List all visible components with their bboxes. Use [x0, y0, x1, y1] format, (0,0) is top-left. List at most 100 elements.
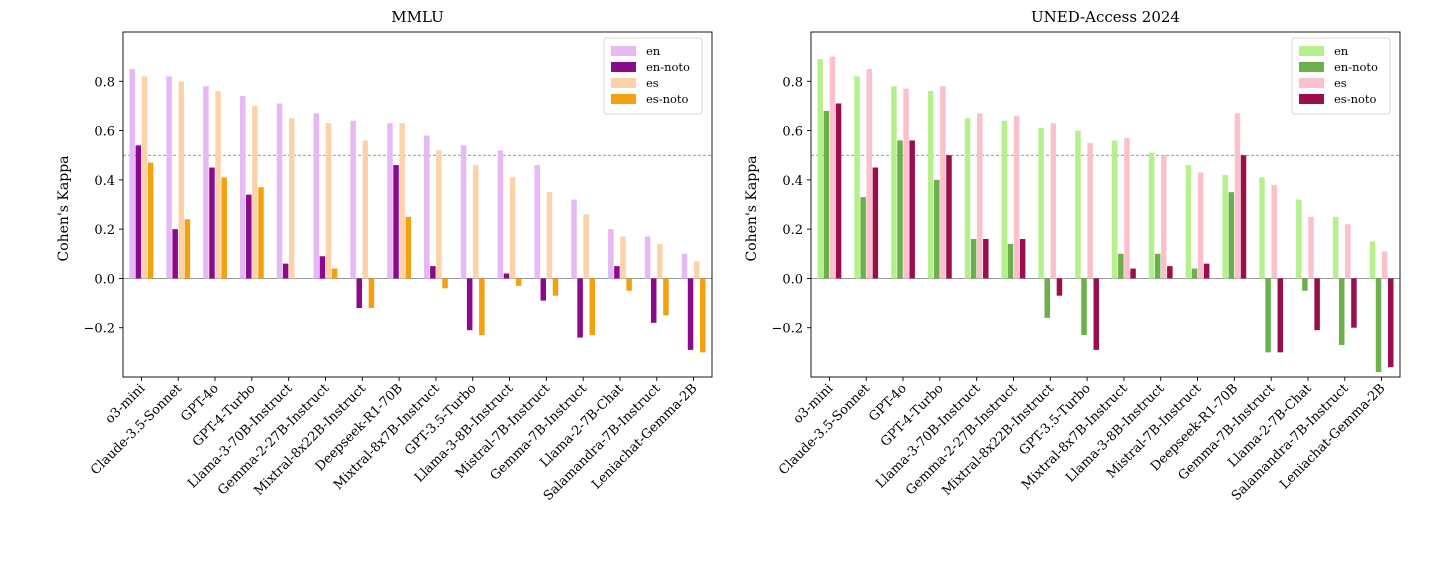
bar-en-noto-1 [172, 229, 178, 279]
bar-es-noto-11 [552, 278, 559, 296]
bar-es-noto-13 [1314, 278, 1320, 331]
bar-en-noto-9 [466, 278, 473, 331]
bar-en-5 [313, 113, 320, 279]
bar-es-11 [546, 192, 553, 279]
bar-en-4 [964, 118, 971, 279]
bar-es-8 [436, 150, 442, 279]
y-axis-label: Cohen's Kappa [744, 155, 760, 261]
bar-en-1 [854, 76, 860, 279]
legend-swatch-en-noto [611, 62, 636, 72]
y-tick-label: 0.8 [782, 75, 803, 90]
bar-en-noto-7 [1081, 278, 1087, 336]
bar-en-1 [166, 76, 172, 279]
bar-es-noto-9 [479, 278, 485, 336]
bar-en-9 [460, 145, 467, 279]
legend-swatch-en-noto [1299, 62, 1324, 72]
bar-en-0 [129, 68, 136, 279]
y-tick-label: 0.2 [94, 223, 115, 238]
bar-en-noto-11 [1228, 192, 1235, 279]
bar-es-15 [693, 261, 700, 279]
legend-swatch-en [1299, 46, 1324, 56]
bar-es-1 [866, 68, 873, 279]
bar-en-6 [350, 120, 356, 279]
bar-en-noto-10 [1191, 268, 1198, 279]
bar-es-0 [829, 56, 836, 279]
bar-es-4 [288, 118, 295, 279]
bar-en-noto-15 [1375, 278, 1382, 373]
bar-es-14 [1345, 224, 1351, 279]
bar-es-noto-3 [946, 155, 952, 279]
bar-en-noto-12 [577, 278, 583, 338]
bar-en-noto-15 [687, 278, 694, 350]
legend-label-en: en [1334, 44, 1349, 58]
chart-panel-1: UNED-Access 2024 Cohen's Kappa −0.2 0.0 0.2 0… [744, 8, 1401, 504]
bar-en-8 [424, 135, 430, 279]
y-tick-label: 0.0 [94, 272, 115, 287]
bar-es-2 [903, 88, 909, 279]
bar-en-noto-6 [356, 278, 362, 308]
bar-en-9 [1148, 152, 1155, 279]
bar-es-noto-1 [184, 219, 191, 279]
legend-swatch-es-noto [611, 94, 636, 104]
bar-es-noto-7 [1093, 278, 1099, 350]
bar-es-noto-5 [1019, 239, 1026, 279]
bar-en-7 [1075, 130, 1081, 279]
bar-es-6 [362, 140, 369, 279]
bar-en-noto-14 [1338, 278, 1345, 345]
bar-es-14 [657, 243, 663, 279]
bar-es-noto-4 [983, 239, 989, 279]
bar-en-noto-4 [282, 263, 289, 279]
bar-en-noto-0 [135, 145, 142, 279]
y-tick-label: 0.8 [94, 75, 115, 90]
bar-es-noto-13 [626, 278, 632, 291]
bar-en-noto-14 [650, 278, 657, 323]
bar-es-noto-11 [1240, 155, 1247, 279]
y-tick-label: 0.6 [782, 125, 803, 140]
bar-es-10 [509, 177, 516, 279]
bar-es-noto-10 [1203, 263, 1210, 279]
bar-es-7 [1087, 142, 1093, 279]
bar-en-3 [927, 91, 934, 279]
bar-en-10 [497, 150, 504, 279]
bar-es-12 [583, 214, 589, 279]
bar-es-noto-3 [258, 187, 264, 279]
bar-en-12 [1259, 177, 1265, 279]
bar-es-0 [141, 76, 148, 279]
y-tick-label: 0.6 [94, 125, 115, 140]
legend-label-es-noto: es-noto [646, 92, 689, 106]
legend-label-en: en [646, 44, 661, 58]
bar-en-noto-10 [503, 273, 510, 279]
bar-es-5 [1013, 115, 1020, 279]
bar-en-8 [1112, 140, 1118, 279]
bar-en-noto-2 [897, 140, 903, 279]
y-tick-label: 0.0 [782, 272, 803, 287]
bar-en-15 [681, 253, 688, 279]
bar-es-12 [1271, 184, 1277, 279]
bar-en-noto-13 [1302, 278, 1308, 291]
bar-es-10 [1197, 172, 1204, 279]
legend: en en-noto es es-noto [1291, 37, 1391, 115]
bar-en-noto-7 [393, 165, 399, 279]
bar-es-6 [1050, 123, 1057, 279]
bar-en-10 [1185, 165, 1192, 279]
bar-en-0 [817, 59, 824, 279]
bar-en-11 [534, 165, 540, 279]
plot-frame [122, 31, 713, 378]
bar-es-noto-1 [872, 167, 879, 279]
bar-en-12 [571, 199, 577, 279]
bar-es-noto-12 [589, 278, 596, 336]
y-tick-label: −0.2 [771, 322, 803, 337]
bar-en-noto-13 [614, 266, 620, 279]
bar-en-noto-3 [934, 179, 940, 279]
bar-es-noto-12 [1277, 278, 1284, 353]
bar-en-noto-5 [319, 256, 326, 279]
bar-es-8 [1124, 137, 1130, 279]
bar-es-noto-0 [835, 103, 842, 279]
y-tick-label: −0.2 [83, 322, 115, 337]
plot-frame [810, 31, 1401, 378]
bar-en-13 [608, 229, 614, 279]
bar-en-2 [203, 86, 209, 279]
bar-en-4 [276, 103, 283, 279]
legend-swatch-es [1299, 78, 1324, 88]
bar-es-9 [1161, 155, 1167, 279]
